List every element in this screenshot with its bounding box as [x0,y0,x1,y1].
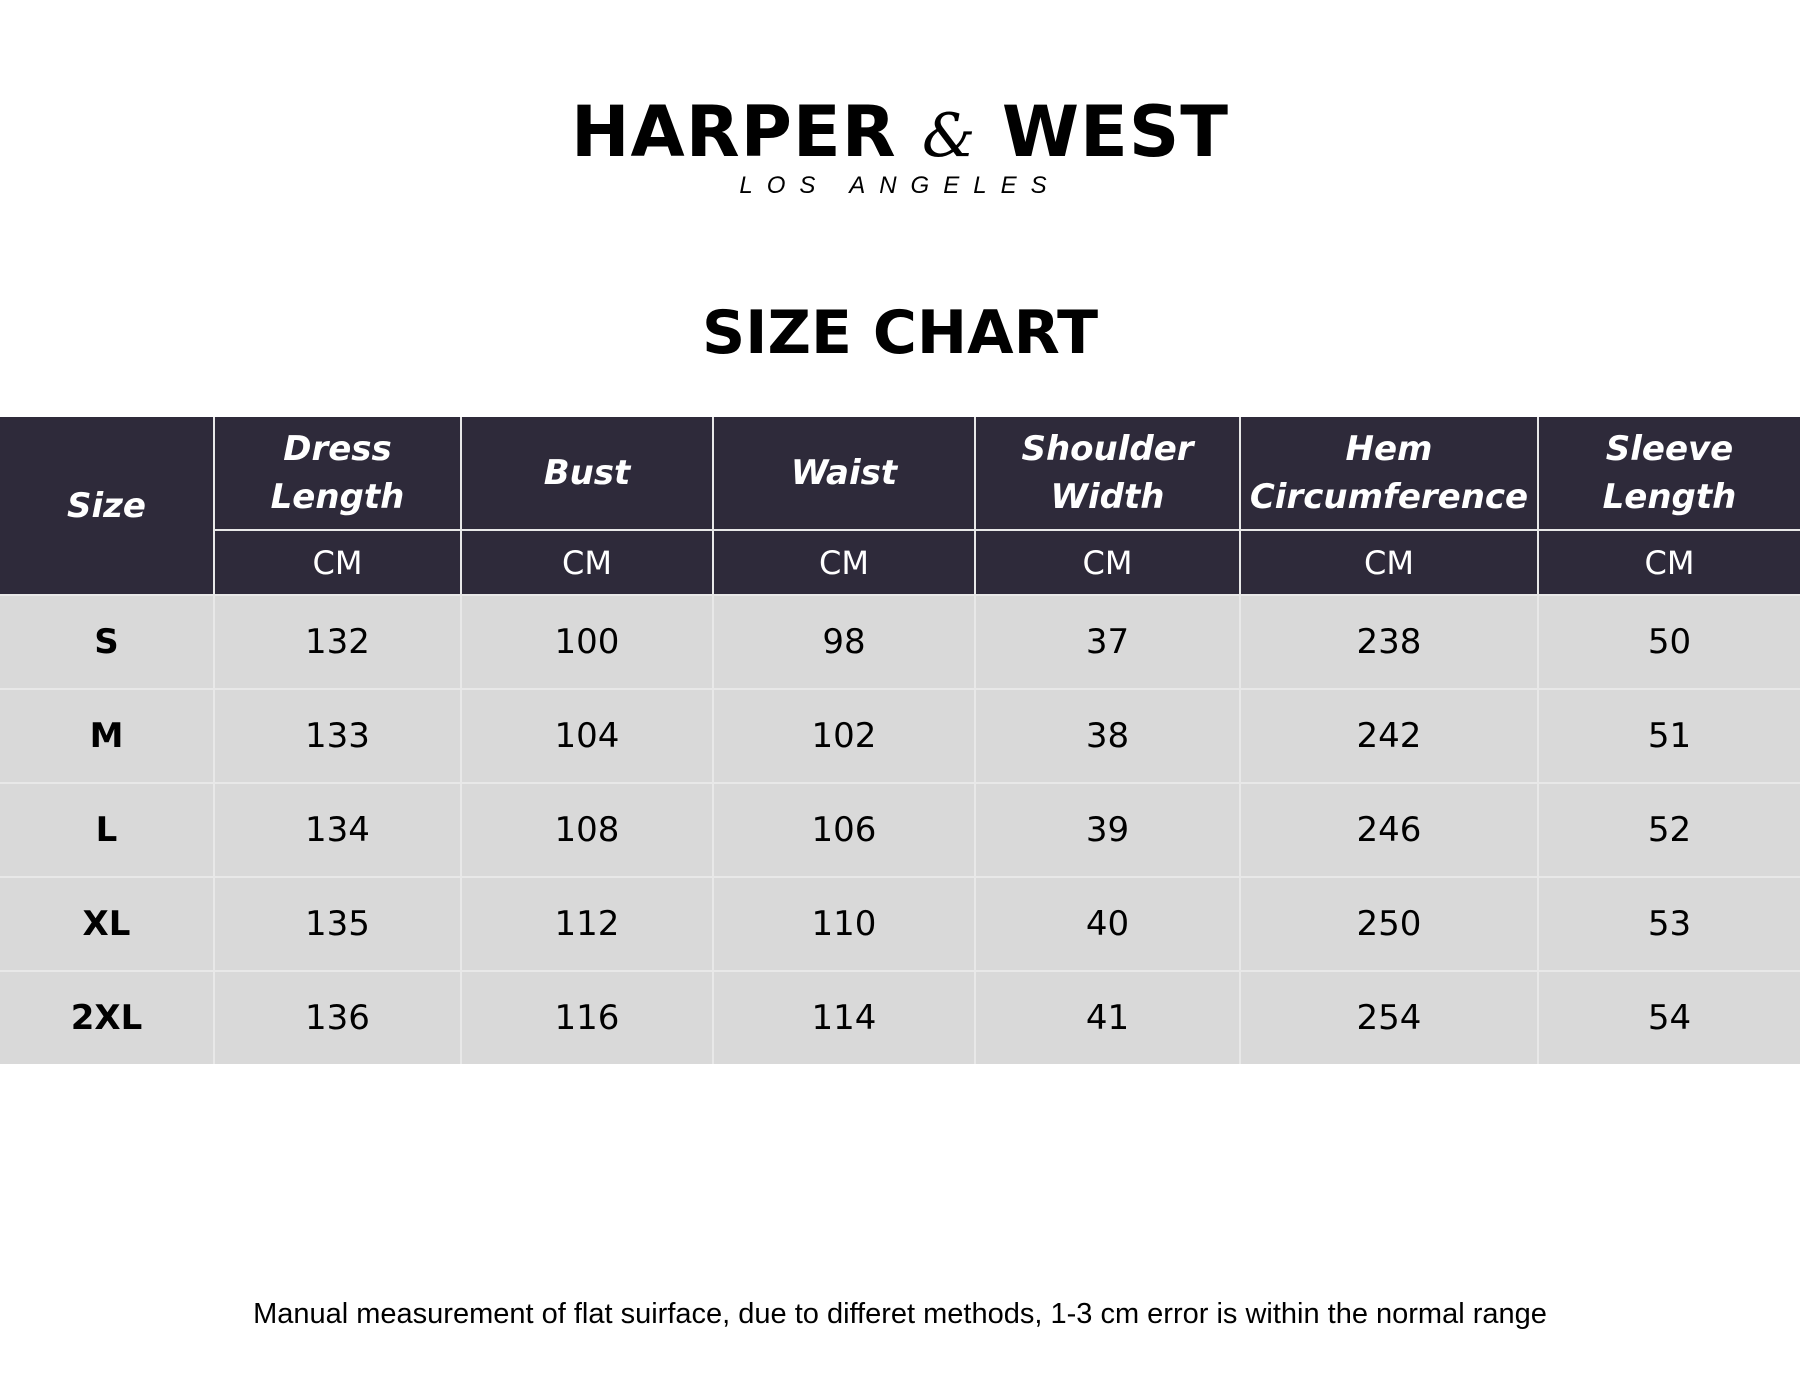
header-waist: Waist [712,417,976,531]
measurement-cell: 51 [1537,688,1800,784]
measurement-cell: 40 [974,876,1241,972]
brand-subtitle: LOS ANGELES [739,172,1061,199]
measurement-cell: 104 [460,688,714,784]
unit-label: CM [1537,529,1800,596]
measurement-cell: 242 [1239,688,1539,784]
measurement-cell: 102 [712,688,976,784]
table-row: M 133 104 102 38 242 51 [0,688,1800,784]
measurement-cell: 41 [974,970,1241,1064]
measurement-cell: 110 [712,876,976,972]
header-hem-circumference: Hem Circumference [1239,417,1539,531]
measurement-cell: 238 [1239,594,1539,690]
size-cell: S [0,594,215,690]
measurement-cell: 38 [974,688,1241,784]
table-row: L 134 108 106 39 246 52 [0,782,1800,878]
size-cell: 2XL [0,970,215,1064]
measurement-cell: 132 [213,594,462,690]
measurement-cell: 114 [712,970,976,1064]
size-cell: L [0,782,215,878]
measurement-cell: 254 [1239,970,1539,1064]
measurement-cell: 100 [460,594,714,690]
table-row: XL 135 112 110 40 250 53 [0,876,1800,972]
header-bust: Bust [460,417,714,531]
header-sleeve-length: Sleeve Length [1537,417,1800,531]
unit-label: CM [1239,529,1539,596]
measurement-cell: 106 [712,782,976,878]
measurement-cell: 246 [1239,782,1539,878]
unit-label: CM [974,529,1241,596]
unit-label: CM [712,529,976,596]
size-chart-table: Size Dress Length Bust Waist Shoulder Wi… [0,417,1800,1064]
measurement-cell: 134 [213,782,462,878]
measurement-cell: 39 [974,782,1241,878]
measurement-cell: 50 [1537,594,1800,690]
measurement-cell: 116 [460,970,714,1064]
size-cell: M [0,688,215,784]
measurement-cell: 133 [213,688,462,784]
table-row: 2XL 136 116 114 41 254 54 [0,970,1800,1064]
unit-label: CM [460,529,714,596]
header-dress-length: Dress Length [213,417,462,531]
measurement-cell: 98 [712,594,976,690]
measurement-cell: 112 [460,876,714,972]
unit-label: CM [214,529,462,596]
brand-logo: HARPER & WEST [570,91,1230,173]
measurement-cell: 52 [1537,782,1800,878]
measurement-cell: 54 [1537,970,1800,1064]
measurement-cell: 136 [213,970,462,1064]
measurement-cell: 108 [460,782,714,878]
measurement-cell: 250 [1239,876,1539,972]
page-title: SIZE CHART [701,298,1099,368]
measurement-cell: 135 [213,876,462,972]
header-shoulder-width: Shoulder Width [974,417,1241,531]
footnote: Manual measurement of flat suirface, due… [253,1298,1547,1330]
header-size: Size [0,417,215,596]
size-cell: XL [0,876,215,972]
table-row: S 132 100 98 37 238 50 [0,594,1800,690]
measurement-cell: 37 [974,594,1241,690]
measurement-cell: 53 [1537,876,1800,972]
